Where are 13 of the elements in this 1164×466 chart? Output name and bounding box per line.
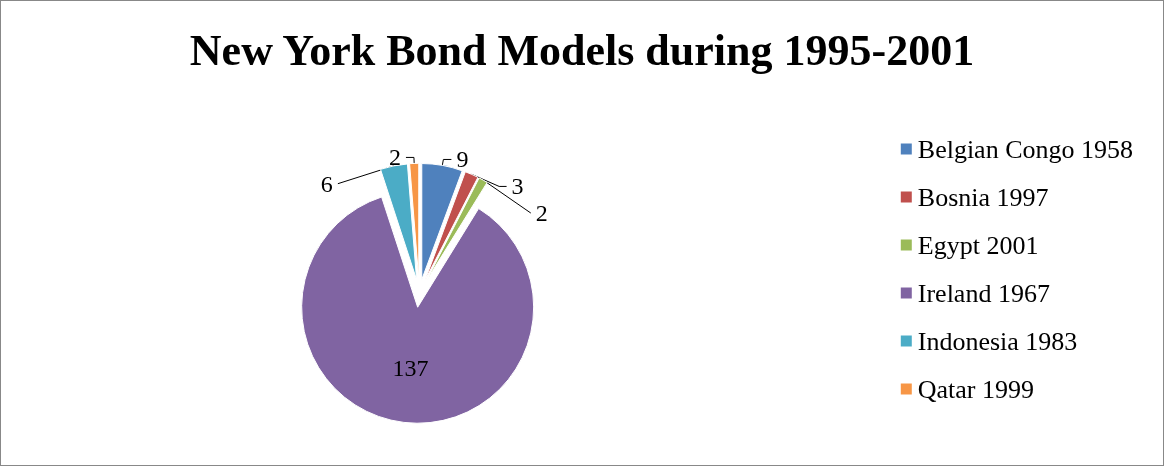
legend-label: Bosnia 1997 [917,182,1049,212]
legend-label: Ireland 1967 [917,278,1050,308]
legend-label: Indonesia 1983 [917,326,1078,356]
data-label: 9 [456,146,469,173]
chart-title: New York Bond Models during 1995-2001 [189,25,975,75]
data-label: 137 [392,354,429,381]
legend-label: Egypt 2001 [917,230,1039,260]
legend-label: Belgian Congo 1958 [917,134,1134,164]
legend-label: Qatar 1999 [917,374,1035,404]
data-label: 6 [320,170,333,197]
data-label: 3 [511,173,524,200]
data-label: 2 [535,200,548,227]
data-label: 2 [388,144,401,171]
